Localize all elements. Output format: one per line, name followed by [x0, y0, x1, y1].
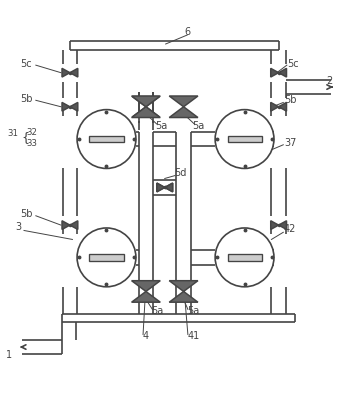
Polygon shape	[271, 221, 279, 230]
Text: 4: 4	[142, 331, 148, 341]
Bar	[228, 254, 262, 261]
Polygon shape	[279, 102, 287, 111]
Text: 37: 37	[284, 138, 296, 148]
Text: 5c: 5c	[21, 59, 32, 69]
Polygon shape	[279, 68, 287, 77]
Circle shape	[215, 228, 274, 287]
Polygon shape	[157, 183, 165, 192]
Circle shape	[215, 110, 274, 168]
Polygon shape	[165, 183, 173, 192]
Polygon shape	[157, 183, 165, 192]
Polygon shape	[132, 292, 160, 302]
Polygon shape	[132, 96, 160, 107]
Text: 33: 33	[27, 139, 37, 148]
Text: 5b: 5b	[284, 95, 297, 105]
Text: 5b: 5b	[21, 94, 33, 104]
Bar	[89, 254, 123, 261]
Circle shape	[77, 110, 136, 168]
Polygon shape	[132, 96, 159, 107]
Polygon shape	[62, 68, 70, 77]
Polygon shape	[271, 102, 279, 111]
Bar	[89, 136, 123, 142]
Text: 5a: 5a	[151, 306, 163, 316]
Polygon shape	[70, 68, 78, 77]
Polygon shape	[169, 96, 198, 107]
Text: 32: 32	[27, 128, 37, 137]
Polygon shape	[169, 292, 198, 302]
Text: 5d: 5d	[174, 168, 186, 178]
Polygon shape	[62, 221, 70, 230]
Text: 42: 42	[284, 224, 296, 234]
Text: 1: 1	[6, 350, 12, 360]
Polygon shape	[70, 102, 78, 111]
Text: 5a: 5a	[155, 122, 167, 132]
Polygon shape	[132, 281, 160, 292]
Polygon shape	[279, 221, 287, 230]
Polygon shape	[169, 281, 198, 292]
Text: {: {	[22, 131, 30, 144]
Circle shape	[77, 228, 136, 287]
Text: 3: 3	[16, 222, 22, 232]
Polygon shape	[132, 107, 159, 117]
Bar	[228, 136, 262, 142]
Polygon shape	[70, 221, 78, 230]
Polygon shape	[62, 102, 70, 111]
Polygon shape	[165, 183, 173, 192]
Text: 5c: 5c	[288, 59, 299, 69]
Text: 5a: 5a	[193, 122, 205, 132]
Polygon shape	[132, 107, 160, 118]
Text: 2: 2	[326, 76, 333, 86]
Text: 5b: 5b	[21, 209, 33, 219]
Polygon shape	[169, 107, 198, 118]
Text: 41: 41	[187, 331, 199, 341]
Text: 6: 6	[184, 27, 190, 37]
Polygon shape	[271, 68, 279, 77]
Text: 5a: 5a	[187, 306, 199, 316]
Text: 31: 31	[8, 129, 19, 138]
